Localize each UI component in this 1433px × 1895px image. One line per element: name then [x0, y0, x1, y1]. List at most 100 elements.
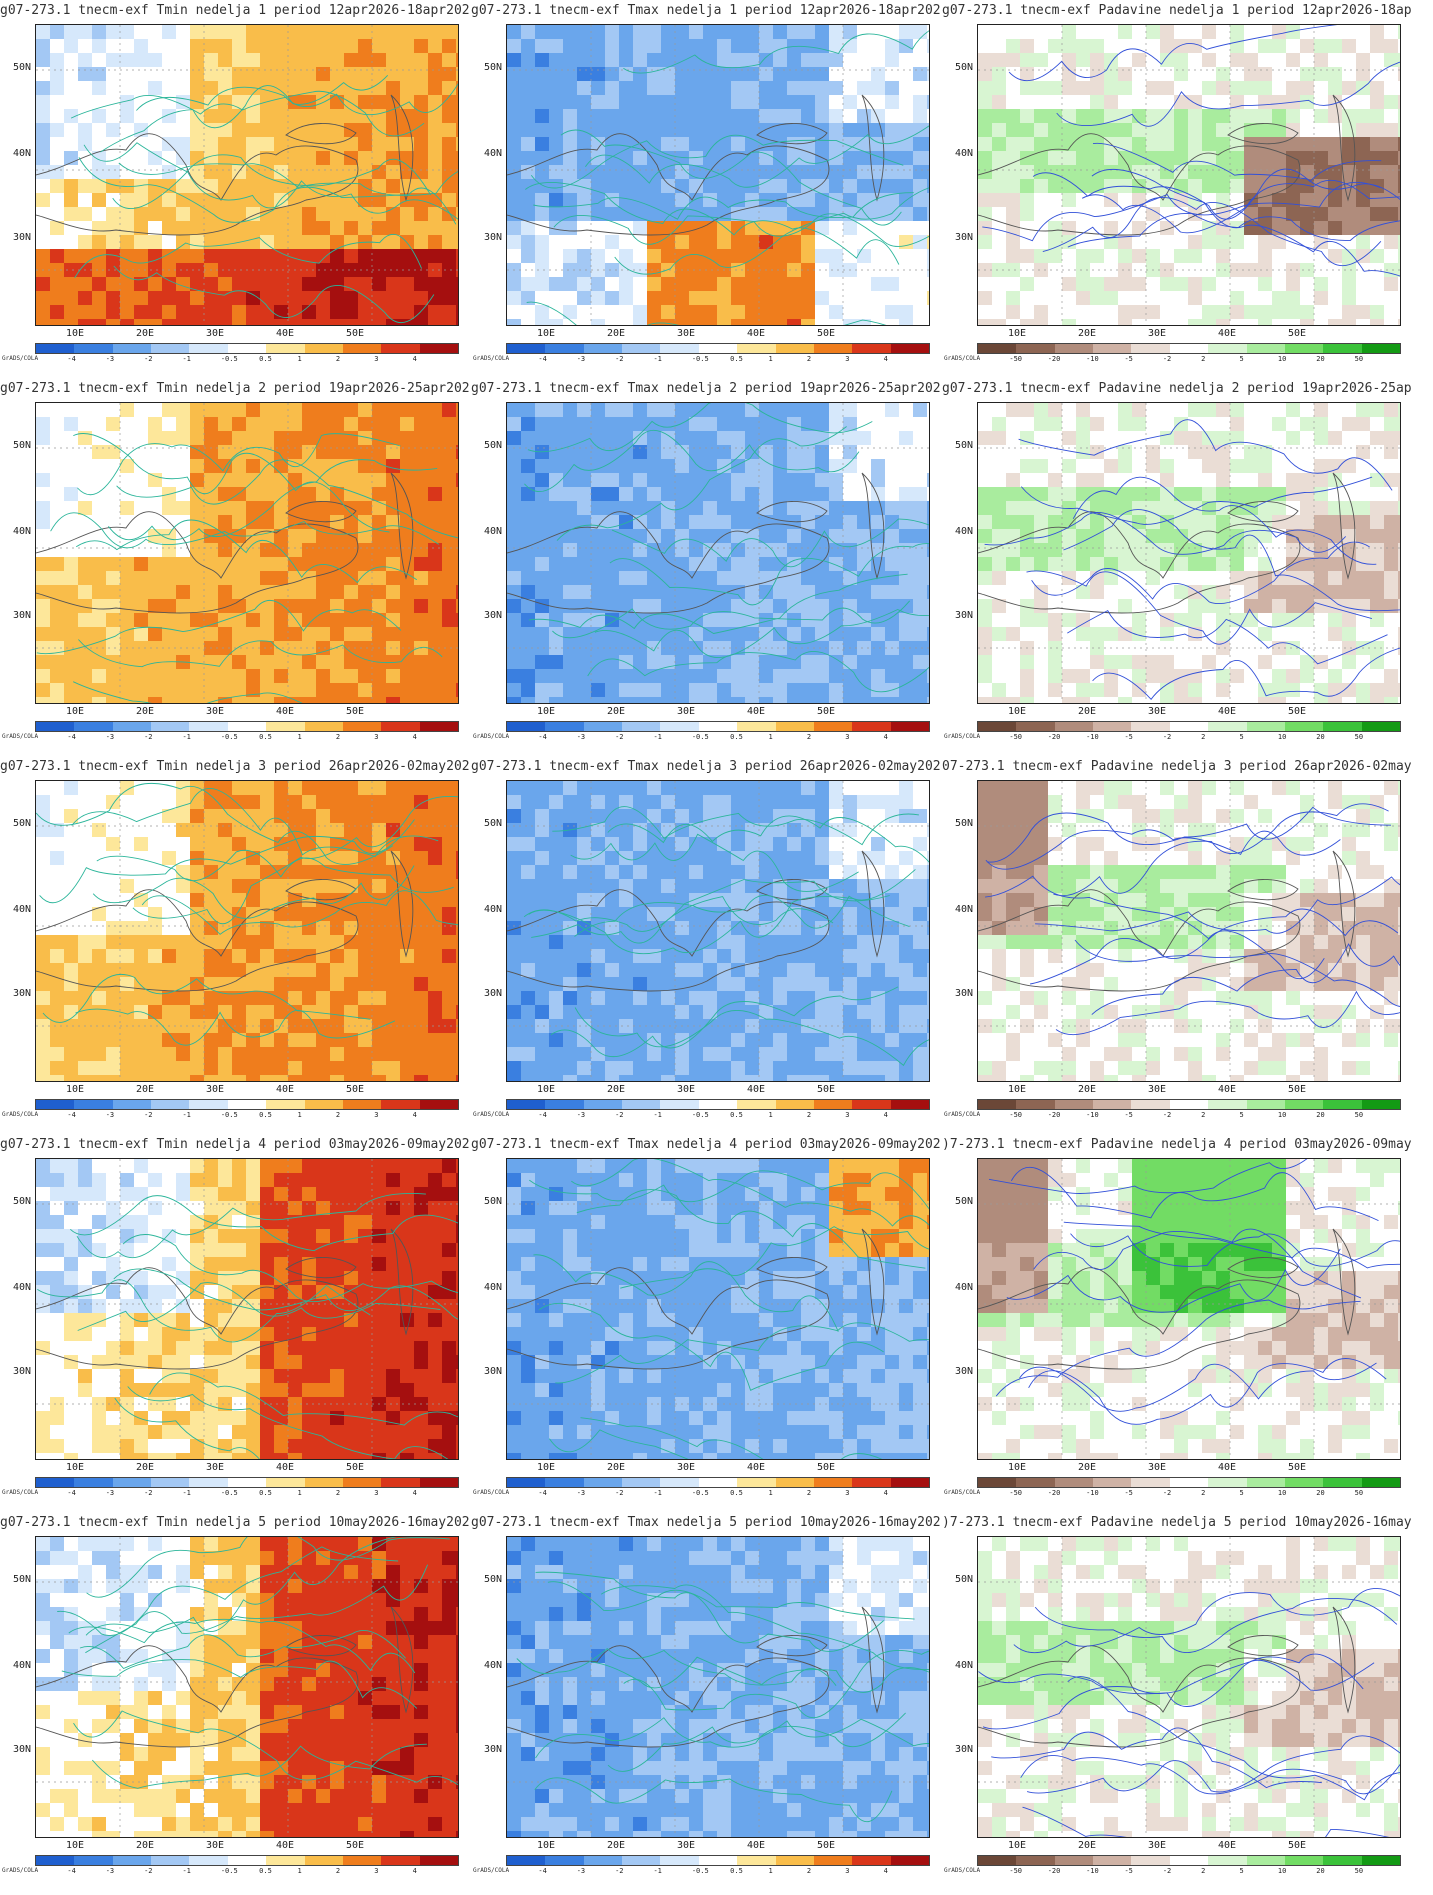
colorbar-swatch: [890, 344, 929, 353]
colorbar-tick-label: 2: [335, 733, 341, 741]
colorbar-swatch: [227, 1478, 267, 1487]
colorbar-tick-label: 10: [1277, 1489, 1287, 1497]
colorbar: [35, 1477, 459, 1488]
colorbar-tick-label: 4: [412, 1111, 417, 1119]
colorbar-tick-label: 4: [883, 1111, 888, 1119]
colorbar-swatch: [813, 1856, 853, 1865]
anomaly-field: [978, 1537, 1400, 1837]
colorbar-swatch: [978, 344, 1017, 353]
colorbar-swatch: [227, 1856, 267, 1865]
colorbar-swatch: [74, 722, 113, 731]
colorbar: [977, 1477, 1401, 1488]
precip-map-panel-week-1: g07-273.1 tnecm-exf Padavine nedelja 1 p…: [942, 0, 1412, 378]
colorbar-swatch: [1208, 722, 1247, 731]
colorbar-tick-label: 4: [883, 355, 888, 363]
colorbar-tick-label: -1: [653, 1111, 662, 1119]
grads-credit: GrADS/COLA: [944, 1867, 981, 1874]
colorbar-tick-label: -4: [538, 1489, 547, 1497]
anomaly-field: [978, 25, 1400, 325]
colorbar-swatch: [1323, 1100, 1362, 1109]
longitude-label: 30E: [1148, 1084, 1167, 1095]
colorbar-swatch: [1169, 1856, 1209, 1865]
longitude-label: 30E: [677, 1462, 696, 1473]
colorbar-tick-label: -1: [182, 1111, 191, 1119]
colorbar-swatch: [545, 1856, 584, 1865]
colorbar-swatch: [1054, 1856, 1094, 1865]
colorbar-swatch: [978, 722, 1017, 731]
colorbar-swatch: [189, 1478, 228, 1487]
colorbar-tick-label: -3: [576, 1867, 586, 1875]
colorbar-tick-label: -3: [576, 1489, 586, 1497]
longitude-label: 30E: [1148, 328, 1167, 339]
colorbar-tick-label: 4: [412, 1489, 417, 1497]
colorbar-swatch: [342, 1100, 382, 1109]
colorbar-swatch: [775, 344, 814, 353]
panel-title: g07-273.1 tnecm-exf Tmax nedelja 1 perio…: [471, 3, 941, 18]
colorbar-tick-label: 5: [1239, 1111, 1244, 1119]
colorbar-tick-label: -2: [615, 733, 624, 741]
colorbar-tick-label: 50: [1354, 1489, 1364, 1497]
colorbar-swatch: [1131, 344, 1170, 353]
colorbar-swatch: [36, 1856, 75, 1865]
latitude-label: 40N: [13, 1660, 32, 1671]
colorbar-tick-label: -4: [67, 355, 76, 363]
colorbar-tick-label: -0.5: [220, 1111, 238, 1119]
latitude-label: 40N: [13, 904, 32, 915]
longitude-label: 50E: [817, 1462, 836, 1473]
longitude-label: 40E: [1218, 1084, 1237, 1095]
colorbar-tick-label: -50: [1009, 733, 1023, 741]
colorbar-tick-label: 20: [1316, 733, 1325, 741]
colorbar-tick-label: -3: [105, 1111, 115, 1119]
longitude-label: 40E: [1218, 706, 1237, 717]
colorbar-tick-label: 2: [1201, 733, 1206, 741]
tmax-map-panel-week-2: g07-273.1 tnecm-exf Tmax nedelja 2 perio…: [471, 378, 941, 756]
anomaly-field: [36, 403, 458, 703]
colorbar-tick-label: -3: [576, 355, 586, 363]
colorbar-swatch: [1284, 722, 1324, 731]
colorbar-swatch: [507, 344, 546, 353]
colorbar: [506, 1477, 930, 1488]
map-plot-area: [977, 24, 1401, 326]
latitude-label: 30N: [13, 988, 32, 999]
colorbar-tick-label: -3: [105, 1867, 115, 1875]
colorbar-swatch: [813, 722, 853, 731]
latitude-label: 40N: [13, 526, 32, 537]
colorbar-swatch: [266, 344, 305, 353]
longitude-label: 30E: [1148, 1462, 1167, 1473]
colorbar-swatch: [698, 344, 738, 353]
colorbar-tick-label: -1: [653, 355, 662, 363]
colorbar-swatch: [775, 1856, 814, 1865]
colorbar-tick-label: -20: [1047, 1867, 1061, 1875]
colorbar-tick-label: -2: [144, 355, 153, 363]
longitude-label: 40E: [747, 328, 766, 339]
colorbar-swatch: [1361, 722, 1400, 731]
colorbar-swatch: [189, 1856, 228, 1865]
latitude-label: 50N: [484, 62, 503, 73]
colorbar-tick-label: -2: [1162, 1111, 1172, 1119]
colorbar-swatch: [151, 344, 190, 353]
map-plot-area: [506, 1536, 930, 1838]
colorbar-swatch: [622, 1100, 661, 1109]
colorbar-tick-label: 2: [335, 1111, 341, 1119]
latitude-label: 40N: [484, 148, 503, 159]
colorbar-swatch: [227, 722, 267, 731]
colorbar-swatch: [1323, 1478, 1362, 1487]
colorbar-tick-label: -2: [615, 1111, 624, 1119]
map-plot-area: [506, 402, 930, 704]
colorbar: [35, 1855, 459, 1866]
colorbar-swatch: [342, 1856, 382, 1865]
colorbar-swatch: [1093, 1100, 1132, 1109]
colorbar-swatch: [583, 1856, 623, 1865]
colorbar-swatch: [36, 1100, 75, 1109]
colorbar-swatch: [1284, 1100, 1324, 1109]
longitude-label: 10E: [66, 1084, 85, 1095]
longitude-label: 10E: [537, 1840, 556, 1851]
colorbar-tick-label: -10: [1086, 1111, 1099, 1119]
colorbar-tick-label: 2: [335, 355, 341, 363]
longitude-label: 10E: [1008, 1840, 1027, 1851]
colorbar-swatch: [1361, 1100, 1400, 1109]
precip-map-panel-week-5: )7-273.1 tnecm-exf Padavine nedelja 5 pe…: [942, 1512, 1412, 1890]
latitude-label: 50N: [13, 440, 32, 451]
panel-title: g07-273.1 tnecm-exf Tmin nedelja 2 perio…: [0, 381, 470, 396]
colorbar-tick-label: 0.5: [730, 733, 743, 741]
